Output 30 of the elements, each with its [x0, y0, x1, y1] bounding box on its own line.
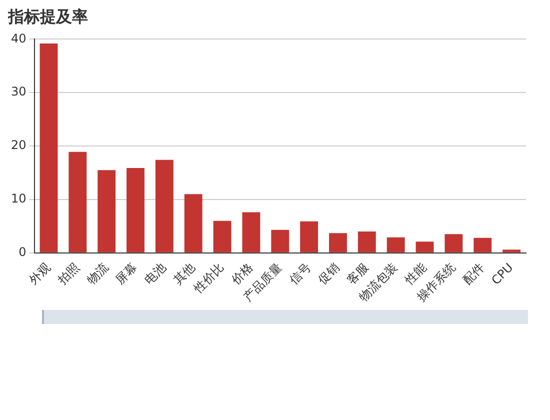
bar [126, 168, 144, 252]
bar [98, 170, 116, 252]
bar [213, 220, 232, 252]
bar [474, 238, 492, 252]
bar [502, 250, 521, 252]
y-tick-label: 0 [18, 245, 26, 259]
bar [184, 194, 202, 252]
y-tick-label: 20 [10, 138, 26, 152]
bar [300, 221, 318, 252]
bar [242, 212, 260, 252]
bar [358, 232, 376, 252]
x-tick-label: 外观 [26, 260, 54, 288]
bar [271, 230, 290, 252]
x-tick-label: 屏幕 [112, 260, 140, 288]
y-tick-label: 40 [10, 31, 26, 46]
bar [444, 234, 463, 252]
x-tick-label: 信号 [286, 260, 314, 288]
bar [155, 160, 174, 252]
y-tick-label: 30 [10, 84, 26, 99]
x-tick-label: 拍照 [54, 260, 82, 288]
bar [40, 43, 58, 252]
bar [68, 152, 87, 252]
x-tick-label: 促销 [315, 260, 342, 288]
x-tick-label: 配件 [460, 260, 487, 288]
bar [386, 237, 405, 252]
bar [416, 242, 434, 252]
x-tick-label: 物流 [84, 260, 111, 288]
y-tick-label: 10 [10, 192, 26, 206]
bar [329, 233, 347, 252]
x-tick-label: 电池 [142, 260, 169, 288]
